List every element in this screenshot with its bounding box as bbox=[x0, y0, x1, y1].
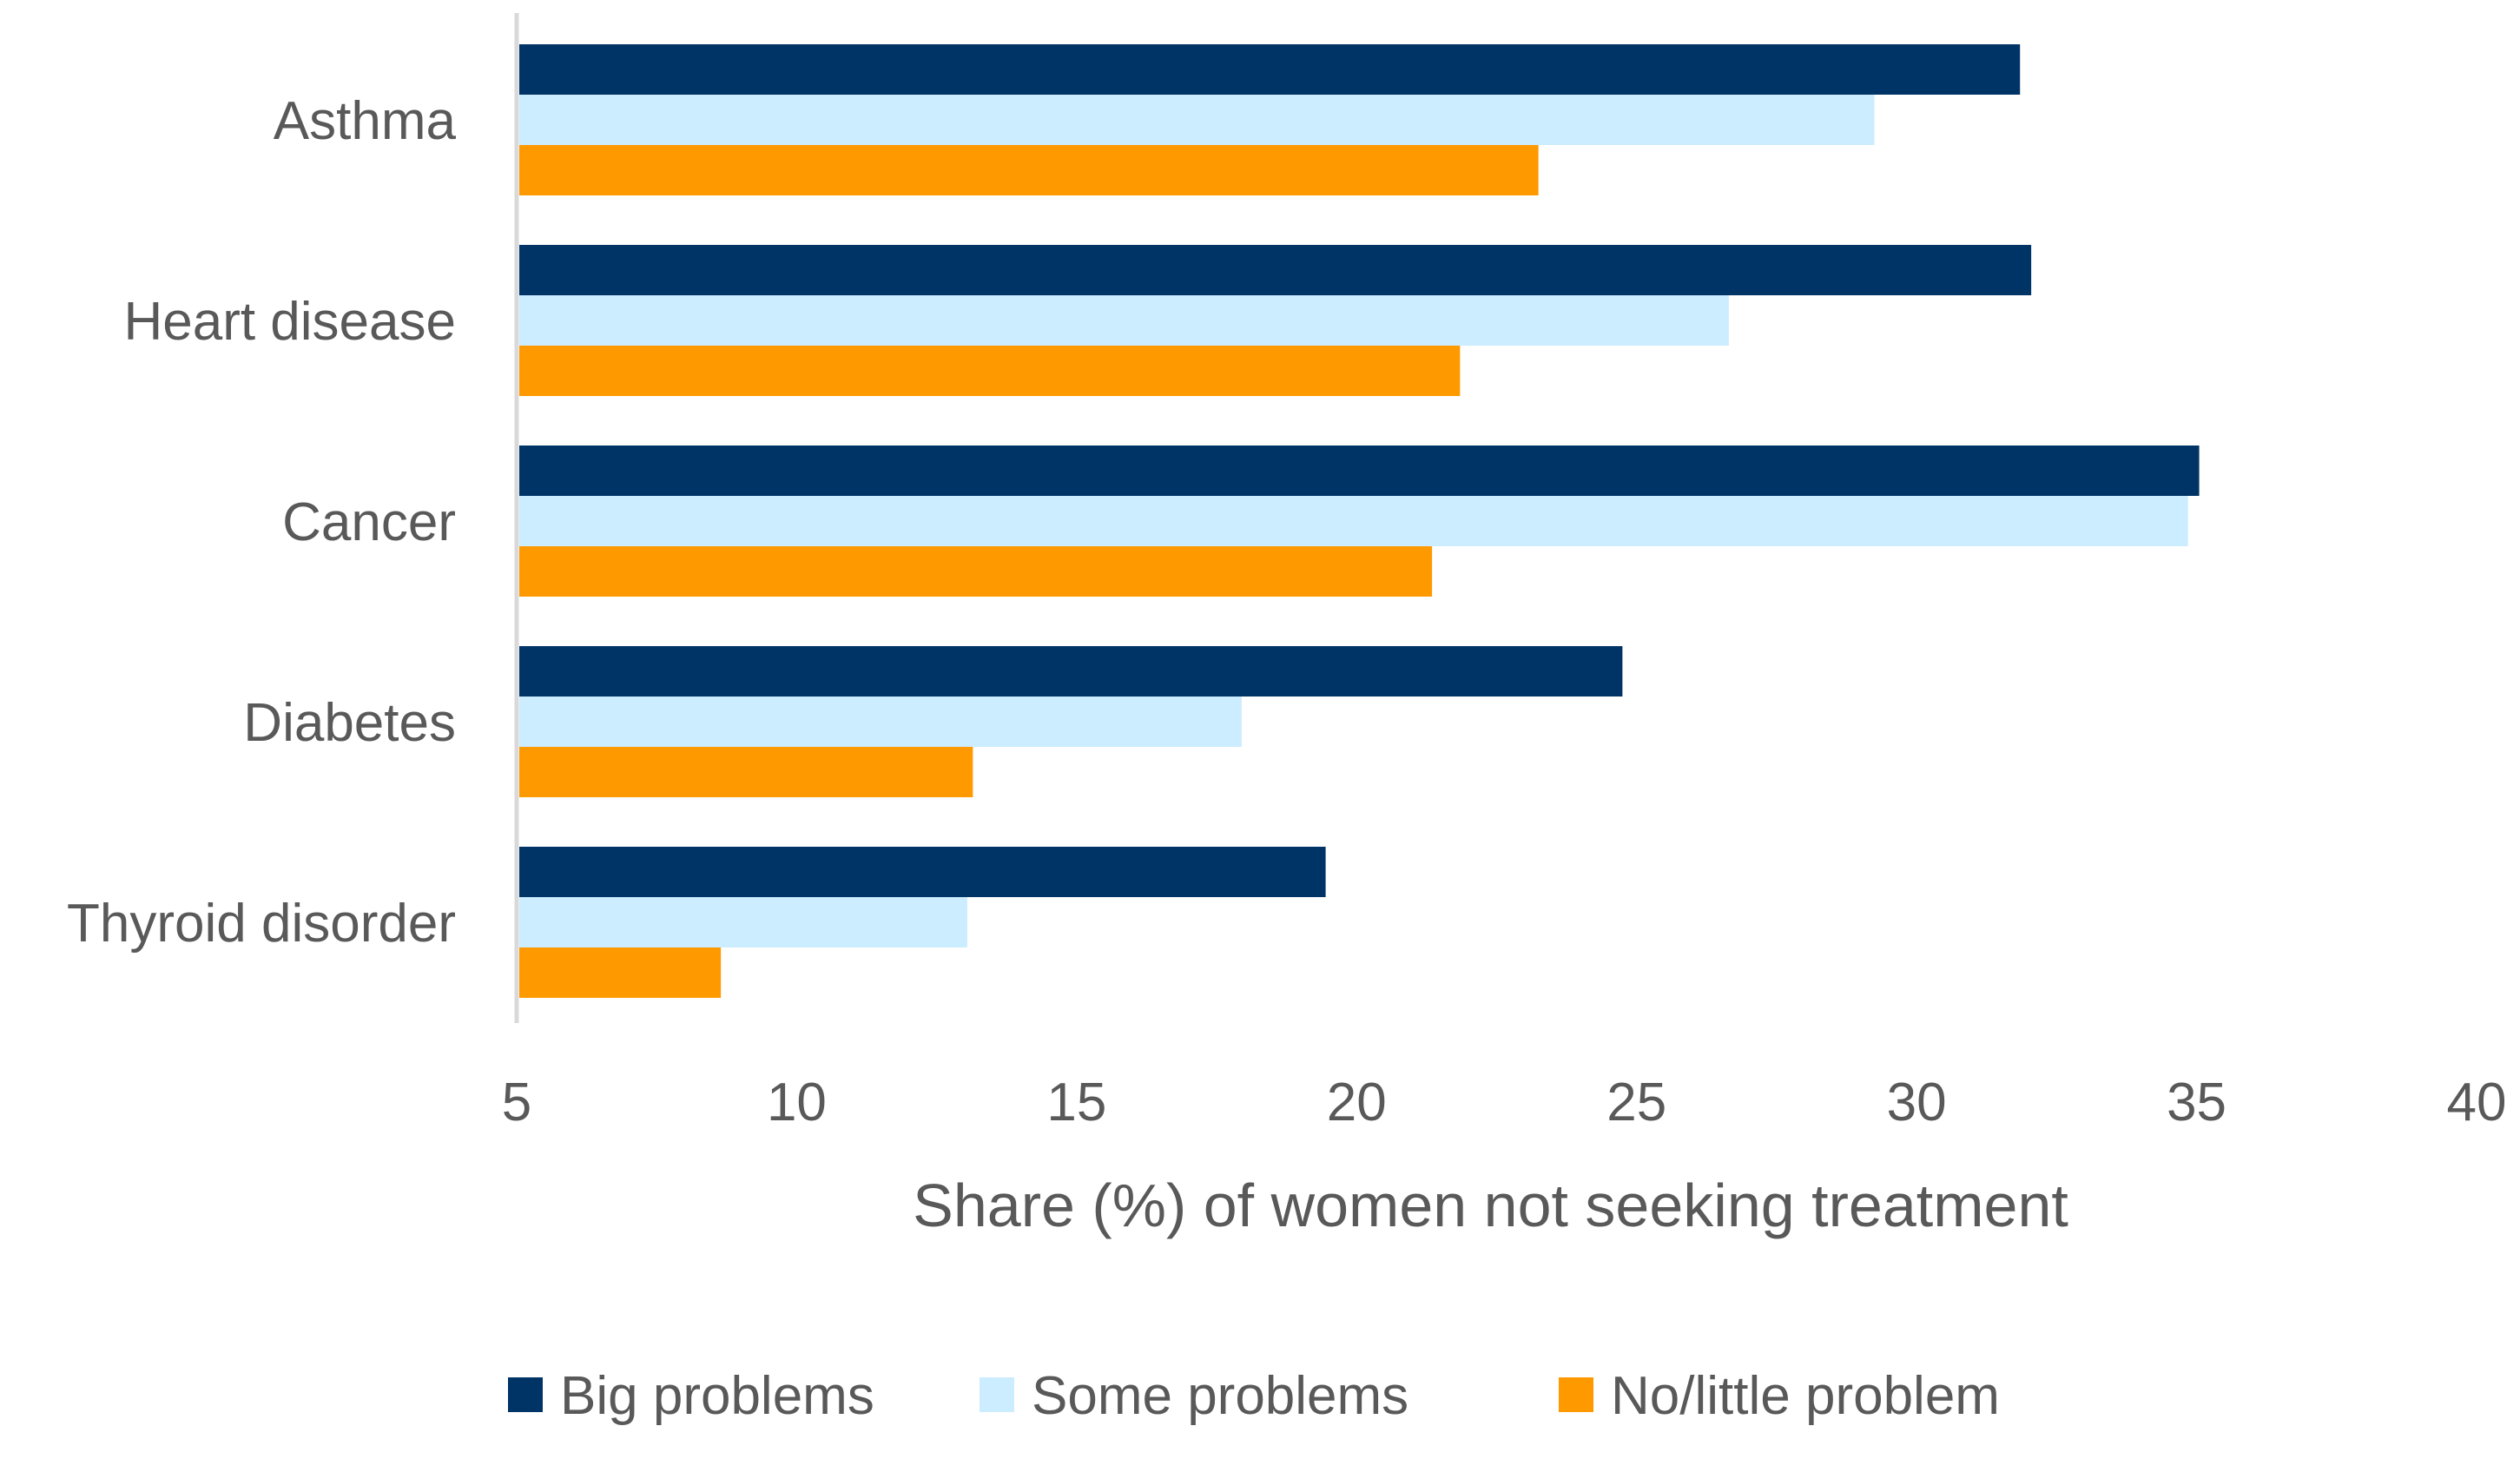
category-label: Diabetes bbox=[243, 693, 456, 753]
bar-heart-disease-no-little-problem bbox=[519, 346, 1461, 396]
bar-heart-disease-some-problems bbox=[519, 295, 1729, 346]
bar-thyroid-disorder-no-little-problem bbox=[519, 947, 722, 998]
bar-cancer-no-little-problem bbox=[519, 546, 1433, 597]
legend-label: Big problems bbox=[560, 1366, 874, 1426]
bar-thyroid-disorder-big-problems bbox=[519, 847, 1326, 897]
bars-group bbox=[519, 44, 2200, 998]
category-label: Asthma bbox=[274, 91, 457, 151]
legend-swatch bbox=[1559, 1377, 1593, 1412]
legend-swatch bbox=[508, 1377, 543, 1412]
x-tick-label: 20 bbox=[1327, 1073, 1387, 1132]
bar-heart-disease-big-problems bbox=[519, 245, 2032, 295]
x-tick-label: 40 bbox=[2447, 1073, 2507, 1132]
bar-diabetes-no-little-problem bbox=[519, 747, 973, 797]
x-tick-label: 5 bbox=[502, 1073, 531, 1132]
x-tick-label: 35 bbox=[2167, 1073, 2226, 1132]
x-tick-label: 30 bbox=[1887, 1073, 1947, 1132]
category-labels: Asthma Heart disease Cancer Diabetes Thyroid… bbox=[67, 91, 456, 954]
bar-asthma-big-problems bbox=[519, 44, 2021, 95]
legend-label: No/little problem bbox=[1611, 1366, 2000, 1426]
category-label: Cancer bbox=[282, 492, 456, 552]
bar-diabetes-big-problems bbox=[519, 646, 1623, 696]
legend: Big problems Some problems No/little probl… bbox=[508, 1366, 2000, 1426]
bar-cancer-some-problems bbox=[519, 496, 2188, 546]
bar-cancer-big-problems bbox=[519, 446, 2200, 496]
legend-swatch bbox=[980, 1377, 1014, 1412]
x-tick-label: 15 bbox=[1046, 1073, 1106, 1132]
x-tick-labels: 5 10 15 20 25 30 35 40 bbox=[502, 1073, 2507, 1132]
legend-label: Some problems bbox=[1032, 1366, 1408, 1426]
x-axis-title: Share (%) of women not seeking treatment bbox=[913, 1172, 2068, 1239]
bar-asthma-some-problems bbox=[519, 95, 1875, 145]
bar-asthma-no-little-problem bbox=[519, 145, 1539, 195]
x-tick-label: 10 bbox=[767, 1073, 827, 1132]
x-tick-label: 25 bbox=[1606, 1073, 1666, 1132]
bar-diabetes-some-problems bbox=[519, 696, 1242, 747]
category-label: Heart disease bbox=[123, 292, 456, 352]
bar-thyroid-disorder-some-problems bbox=[519, 897, 967, 947]
category-label: Thyroid disorder bbox=[67, 894, 456, 954]
